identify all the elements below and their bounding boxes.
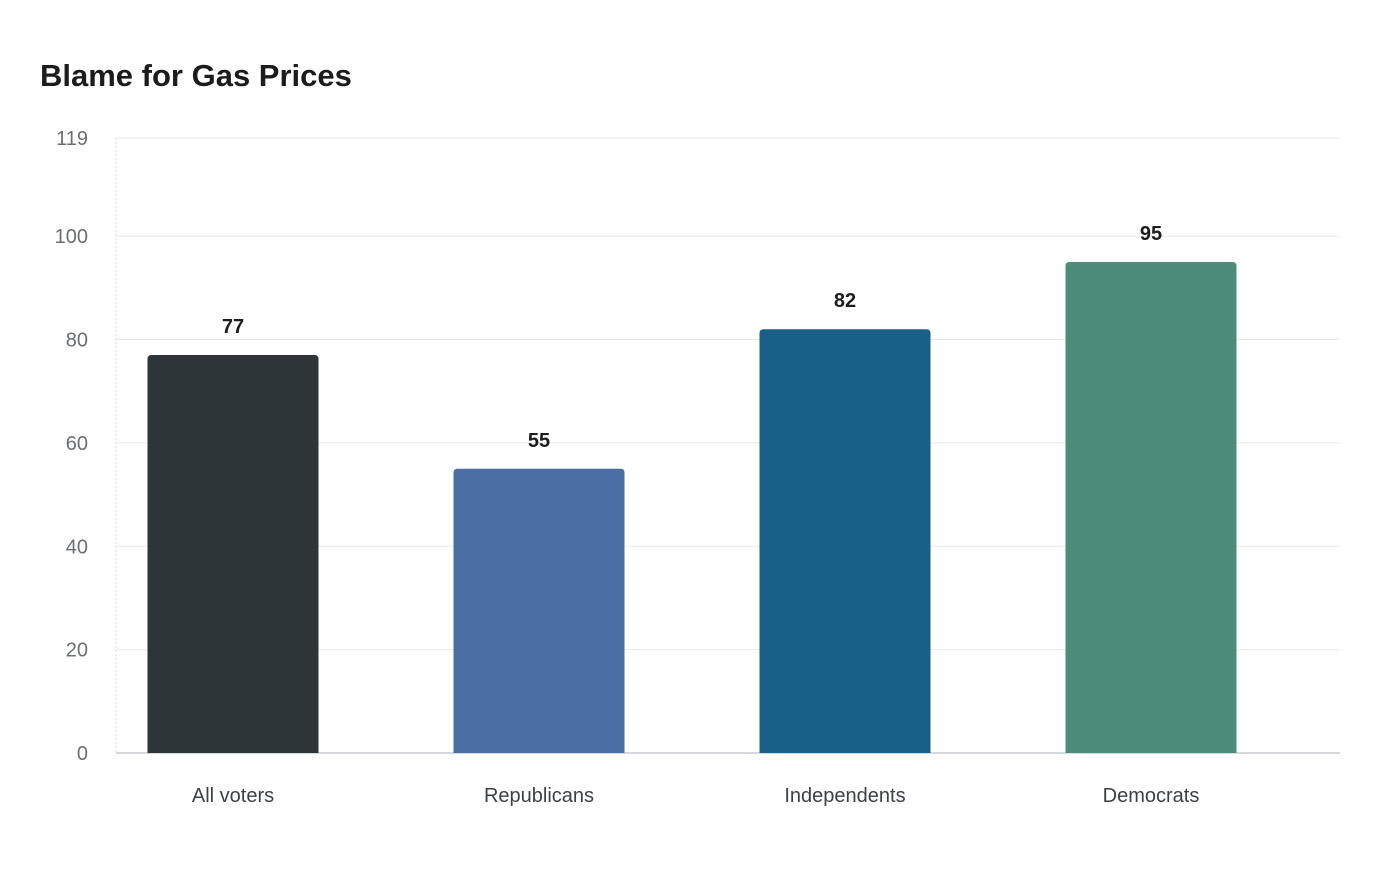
y-tick-label: 60 xyxy=(66,433,88,455)
label-layer: 77 All voters 55 Republicans 82 Independents 9… xyxy=(192,223,1199,807)
bar-democrats xyxy=(1065,262,1237,753)
data-label: 77 xyxy=(222,316,244,338)
data-label: 82 xyxy=(834,290,856,312)
y-tick-label: 0 xyxy=(77,743,88,765)
data-label: 55 xyxy=(528,430,550,452)
x-tick-label: All voters xyxy=(192,785,274,807)
bar-republicans xyxy=(453,468,625,753)
grid-layer xyxy=(116,137,1340,651)
bar-independents xyxy=(759,329,931,753)
data-label: 95 xyxy=(1140,223,1162,245)
chart-title: Blame for Gas Prices xyxy=(40,58,352,93)
x-tick-label: Republicans xyxy=(484,785,594,807)
bar-layer xyxy=(147,262,1237,753)
y-tick-label: 80 xyxy=(66,330,88,352)
bar-all-voters xyxy=(147,355,319,753)
y-tick-label: 119 xyxy=(56,128,88,150)
x-tick-label: Independents xyxy=(784,785,905,807)
y-tick-label: 100 xyxy=(55,226,88,248)
y-tick-label: 40 xyxy=(66,536,88,558)
x-tick-label: Democrats xyxy=(1103,785,1200,807)
axis-layer: 0 20 40 60 80 100 119 xyxy=(55,128,1340,765)
y-tick-label: 20 xyxy=(66,640,88,662)
